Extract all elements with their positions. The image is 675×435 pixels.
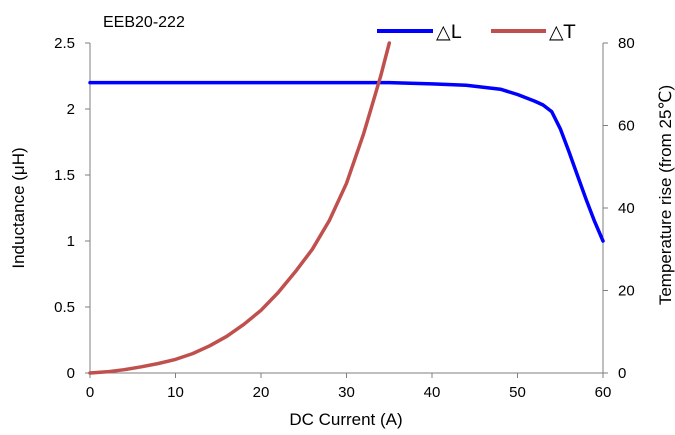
- y-tick-label: 1.5: [54, 167, 75, 184]
- legend-label-inductance: △L: [436, 21, 462, 43]
- axes: [85, 42, 608, 378]
- x-tick-label: 10: [167, 384, 184, 401]
- y2-tick-label: 80: [618, 35, 635, 52]
- x-tick-label: 60: [595, 384, 612, 401]
- y2-tick-label: 40: [618, 200, 635, 217]
- y-tick-label: 0.5: [54, 299, 75, 316]
- legend-label-temperature: △T: [549, 21, 576, 43]
- y-tick-label: 2: [67, 101, 75, 118]
- y2-axis-label: Temperature rise (from 25℃): [656, 85, 675, 305]
- y2-tick-label: 20: [618, 283, 635, 300]
- y-tick-label: 0: [67, 365, 75, 382]
- series-lines: [88, 41, 605, 375]
- chart-title: EEB20-222: [103, 14, 185, 31]
- tick-labels: 0 10 20 30 40 50 60 0 0.5 1 1.5 2 2.5 0 20 40 60 80: [54, 35, 635, 401]
- y-tick-label: 1: [67, 233, 75, 250]
- y-tick-label: 2.5: [54, 35, 75, 52]
- x-tick-label: 0: [86, 384, 94, 401]
- x-axis-label: DC Current (A): [289, 410, 402, 429]
- x-tick-label: 50: [509, 384, 526, 401]
- series-line-temperature: [88, 41, 392, 375]
- legend: △L △T: [377, 21, 576, 43]
- x-tick-label: 30: [338, 384, 355, 401]
- y2-tick-label: 0: [618, 365, 626, 382]
- y2-tick-label: 60: [618, 118, 635, 135]
- x-tick-label: 20: [253, 384, 270, 401]
- series-line-inductance: [88, 80, 605, 243]
- x-tick-label: 40: [424, 384, 441, 401]
- y-axis-label: Inductance (μH): [9, 147, 28, 268]
